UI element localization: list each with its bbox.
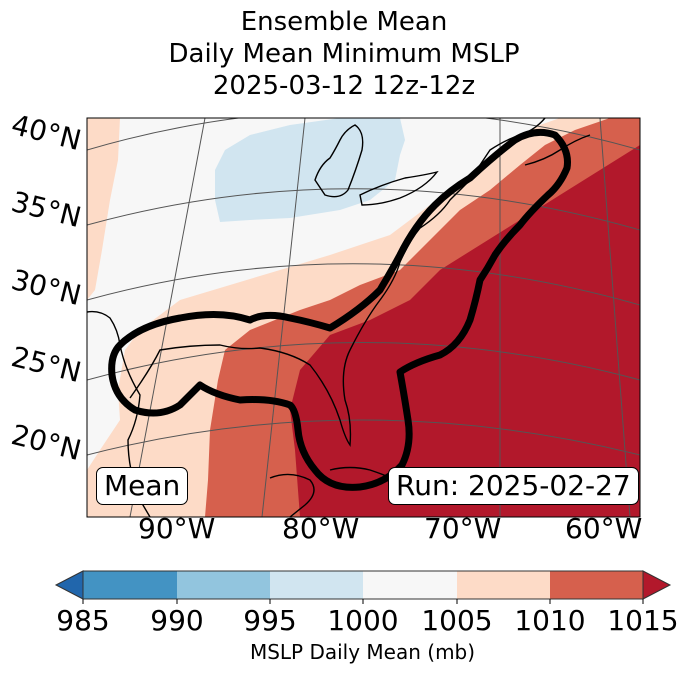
title-line-1: Ensemble Mean — [240, 7, 448, 37]
colorbar-bin-1010-1015 — [550, 571, 643, 599]
title-line-2: Daily Mean Minimum MSLP — [168, 39, 520, 69]
colorbar-tick-990: 990 — [150, 604, 204, 637]
run-date-label-box: Run: 2025-02-27 — [388, 467, 639, 505]
gridline-60w — [599, 118, 631, 517]
colorbar-extend-over — [642, 570, 672, 600]
colorbar-bin-990-995 — [177, 571, 270, 599]
lon-label-70w: 70°W — [424, 512, 502, 545]
coast-nova-scotia — [524, 134, 591, 166]
colorbar-bin-1005-1010 — [457, 571, 550, 599]
gridline-30n — [87, 263, 640, 306]
colorbar-tick-marks — [82, 599, 644, 604]
colorbar-extend-under — [54, 570, 84, 600]
coast-yucatan — [269, 473, 315, 517]
lon-label-80w: 80°W — [282, 512, 360, 545]
colorbar-label: MSLP Daily Mean (mb) — [249, 640, 476, 664]
colorbar — [54, 570, 672, 604]
gridline-35n — [87, 188, 640, 231]
gridline-25n — [87, 342, 640, 381]
gridline-40n — [87, 118, 640, 151]
coast-gulf-and-florida — [129, 261, 401, 447]
coast-lake-erie — [359, 170, 439, 206]
title-line-3: 2025-03-12 12z-12z — [212, 71, 476, 101]
graticule — [87, 118, 640, 517]
colorbar-bin-995-1000 — [270, 571, 363, 599]
region-995-1000 — [215, 118, 405, 222]
mslp-outline-contour — [108, 128, 571, 491]
colorbar-tick-995: 995 — [243, 604, 297, 637]
coast-mexico-west — [87, 310, 151, 517]
colorbar-tick-1015: 1015 — [607, 604, 679, 637]
colorbar-bin-985-990 — [83, 571, 177, 599]
colorbar-bin-1000-1005 — [363, 571, 457, 599]
map-plot-area — [87, 118, 640, 517]
lon-label-90w: 90°W — [138, 512, 216, 545]
gridline-20n — [87, 419, 640, 456]
colorbar-tick-985: 985 — [56, 604, 110, 637]
colorbar-tick-1000: 1000 — [327, 604, 399, 637]
mean-label-box: Mean — [96, 467, 189, 505]
lon-label-60w: 60°W — [565, 512, 643, 545]
colorbar-tick-1005: 1005 — [421, 604, 493, 637]
colorbar-tick-1010: 1010 — [514, 604, 586, 637]
map-frame — [86, 117, 641, 518]
region-1005-1010-west — [87, 118, 120, 300]
coast-lake-michigan — [314, 124, 364, 198]
